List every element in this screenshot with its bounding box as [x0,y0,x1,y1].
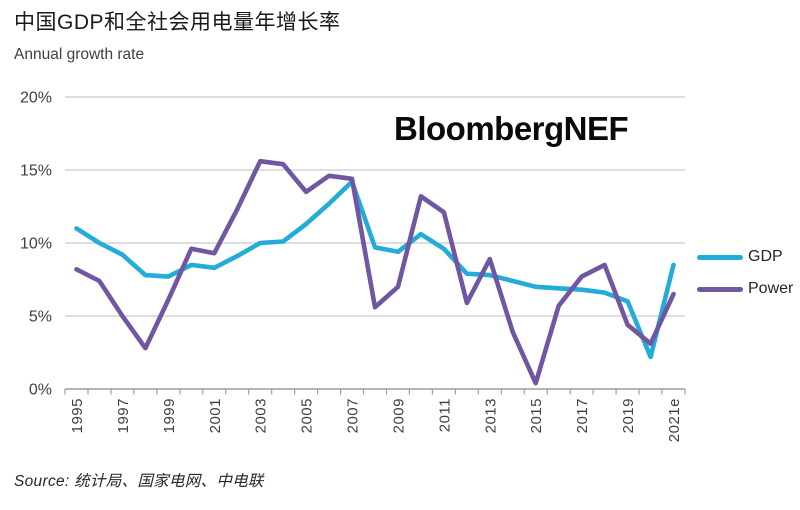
y-axis-label: 15% [20,163,52,180]
y-axis-label: 20% [20,90,52,107]
x-axis-label: 2007 [345,398,362,433]
chart-legend: GDP Power [697,246,793,310]
gdp-line-swatch-icon [697,254,743,260]
x-axis-label: 2001 [207,398,224,433]
legend-item-gdp: GDP [697,246,793,268]
x-axis-label: 2005 [299,398,316,433]
source-note: Source: 统计局、国家电网、中电联 [14,473,264,490]
x-axis-label: 1995 [69,398,86,433]
x-axis-label: 2021e [666,398,683,442]
legend-label-power: Power [748,280,794,297]
x-axis-label: 2015 [528,398,545,433]
x-axis-label: 2013 [482,398,499,433]
series-line-power [74,158,676,386]
x-axis-label: 2003 [253,398,270,433]
x-axis-label: 1997 [115,398,132,433]
page-title: 中国GDP和全社会用电量年增长率 [14,11,341,34]
x-axis-label: 2011 [436,398,453,432]
bloombergnef-watermark: BloombergNEF [394,110,629,147]
y-axis-label: 10% [20,236,52,253]
x-axis-label: 2019 [620,398,637,433]
series-line-gdp [74,179,676,360]
y-axis-label: 5% [29,309,52,326]
x-axis-label: 2009 [390,398,407,433]
power-line-swatch-icon [697,286,743,292]
legend-label-gdp: GDP [748,248,783,265]
y-axis-label: 0% [29,382,52,399]
axis-unit-label: Annual growth rate [14,46,145,63]
x-axis-label: 2017 [574,398,591,433]
legend-item-power: Power [697,278,793,300]
x-axis-label: 1999 [161,398,178,433]
